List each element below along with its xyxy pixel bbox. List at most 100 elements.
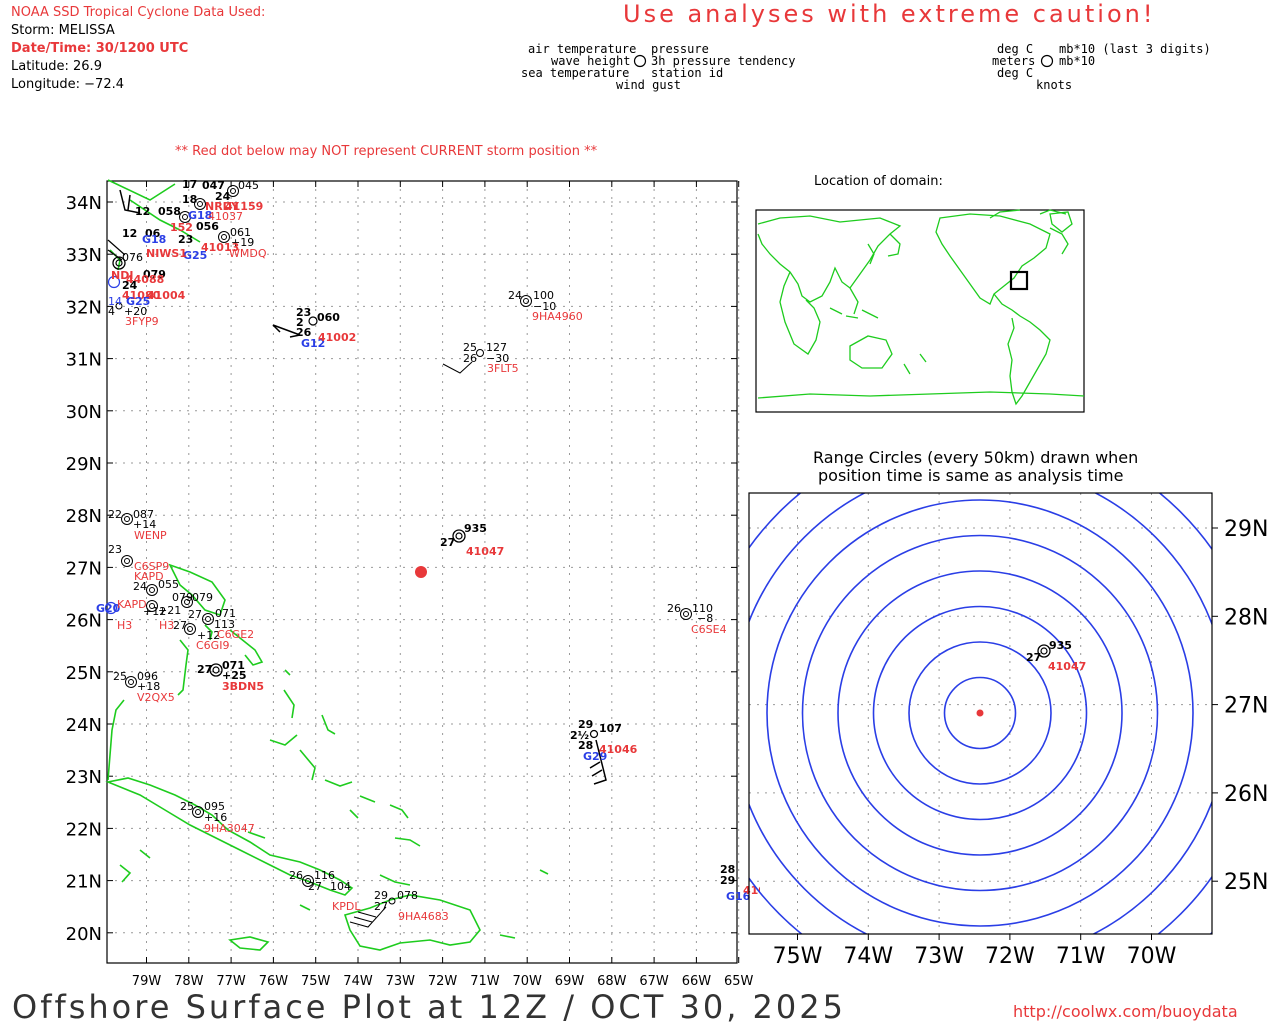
range-circle [801,534,1159,892]
svg-text:079: 079 [143,268,166,281]
svg-text:27: 27 [173,619,187,632]
svg-text:29: 29 [374,889,388,902]
svg-text:41080: 41080 [122,289,161,302]
legend-unit-deg-c-sea: deg C [997,66,1034,80]
station-41047-id: 41047 [466,545,504,558]
station-41046: 29 107 2½ 28 G29 41046 [570,718,638,785]
svg-text:−8: −8 [697,612,713,625]
svg-text:27: 27 [308,880,322,893]
range-lat-label: 27N [1224,694,1268,719]
range-station-41047: 27 935 41047 [1026,639,1086,673]
svg-text:G20: G20 [96,602,121,615]
range-storm-dot [976,709,984,717]
svg-text:055: 055 [158,578,179,591]
svg-text:G12: G12 [301,337,325,350]
svg-text:26: 26 [296,326,312,339]
range-lon-label: 71W [1056,944,1106,969]
svg-text:4: 4 [108,305,115,318]
svg-text:−10: −10 [533,300,556,313]
svg-text:28: 28 [720,863,735,876]
station-WENP: 22 087 +14 WENP [108,508,167,542]
storm-position-notice: ** Red dot below may NOT represent CURRE… [175,144,598,159]
svg-text:G25: G25 [183,249,207,262]
svg-text:WENP: WENP [134,529,167,542]
svg-text:110: 110 [692,602,713,615]
svg-text:G16: G16 [726,890,751,903]
svg-text:2½: 2½ [570,729,589,742]
svg-text:152: 152 [170,221,193,234]
main-lat-label: 21N [66,872,102,893]
range-map-frame [748,492,1213,935]
svg-text:22: 22 [108,508,122,521]
svg-text:G29: G29 [583,750,607,763]
legend-unit-meters: meters [992,54,1036,68]
coastline-icon [105,179,549,951]
svg-text:+21: +21 [158,604,181,617]
main-lat-label: 34N [66,193,102,214]
svg-text:100: 100 [533,289,554,302]
station-41047: 27 935 41047 [440,522,504,558]
svg-text:KAPD: KAPD [134,570,164,583]
main-lon-label: 67W [639,974,669,989]
svg-text:41047: 41047 [1048,660,1086,673]
main-lat-label: 31N [66,350,102,371]
main-map-frame [106,180,738,964]
source-url-link[interactable]: http://coolwx.com/buoydata [1013,1002,1238,1021]
svg-text:935: 935 [1049,639,1072,652]
svg-text:23: 23 [108,543,122,556]
svg-text:+12: +12 [143,605,166,618]
legend-unit-knots: knots [1036,78,1073,92]
main-lat-label: 22N [66,819,102,840]
svg-text:+25: +25 [222,669,247,682]
svg-text:078: 078 [397,889,418,902]
svg-text:V2QX5: V2QX5 [137,691,175,704]
svg-text:18: 18 [182,193,197,206]
svg-text:26: 26 [289,869,303,882]
svg-text:41013: 41013 [201,241,239,254]
svg-text:25: 25 [180,800,194,813]
world-coastline-icon [757,209,1085,406]
range-lon-label: 74W [843,944,893,969]
main-lon-label: 65W [724,974,754,989]
svg-text:+19: +19 [231,236,254,249]
range-map-ticks [797,527,1218,940]
main-lon-label: 72W [428,974,458,989]
svg-text:076: 076 [122,251,143,264]
main-lon-label: 66W [682,974,712,989]
svg-text:071: 071 [215,607,236,620]
range-circle [749,493,1212,934]
main-lon-label: 69W [555,974,585,989]
station-41002: 23 060 2 26 G12 41002 [272,306,356,350]
svg-text:24: 24 [122,279,138,292]
svg-text:+12: +12 [197,629,220,642]
plot-title: Offshore Surface Plot at 12Z / OCT 30, 2… [12,988,846,1026]
svg-text:29: 29 [720,874,735,887]
svg-text:C6GE2: C6GE2 [217,628,254,641]
svg-text:C6SP9: C6SP9 [134,560,169,573]
svg-text:113: 113 [214,618,235,631]
svg-text:056: 056 [196,220,219,233]
svg-text:26: 26 [667,602,681,615]
range-circle-map: 29N 28N 27N 26N 25N 75W 74W 73W 72W 71W 70W 27 93… [748,492,1268,969]
main-lat-label: 20N [66,924,102,945]
range-circle [872,605,1088,821]
legend-station-circle-icon [633,54,647,68]
station-9HA3047: 25 095 +16 9HA3047 [180,800,255,835]
legend-unit-circle-icon [1040,54,1054,68]
svg-text:C6GI9: C6GI9 [196,639,229,652]
main-lon-label: 74W [343,974,373,989]
range-map-lat-labels: 29N 28N 27N 26N 25N [1224,517,1268,895]
legend-air-temp: air temperature [528,42,637,56]
station-V2QX5: 25 096 +18 V2QX5 [113,670,175,704]
main-lat-label: 29N [66,454,102,475]
svg-text:41159: 41159 [225,200,263,213]
station-41047-air: 27 [440,536,455,549]
main-lon-label: 77W [216,974,246,989]
svg-text:27: 27 [1026,651,1041,664]
svg-text:H3: H3 [117,619,132,632]
svg-text:NRDY: NRDY [205,200,240,213]
svg-text:41004: 41004 [147,289,186,302]
main-lon-label: 76W [259,974,289,989]
svg-text:079: 079 [192,591,213,604]
main-lon-label: 75W [301,974,331,989]
